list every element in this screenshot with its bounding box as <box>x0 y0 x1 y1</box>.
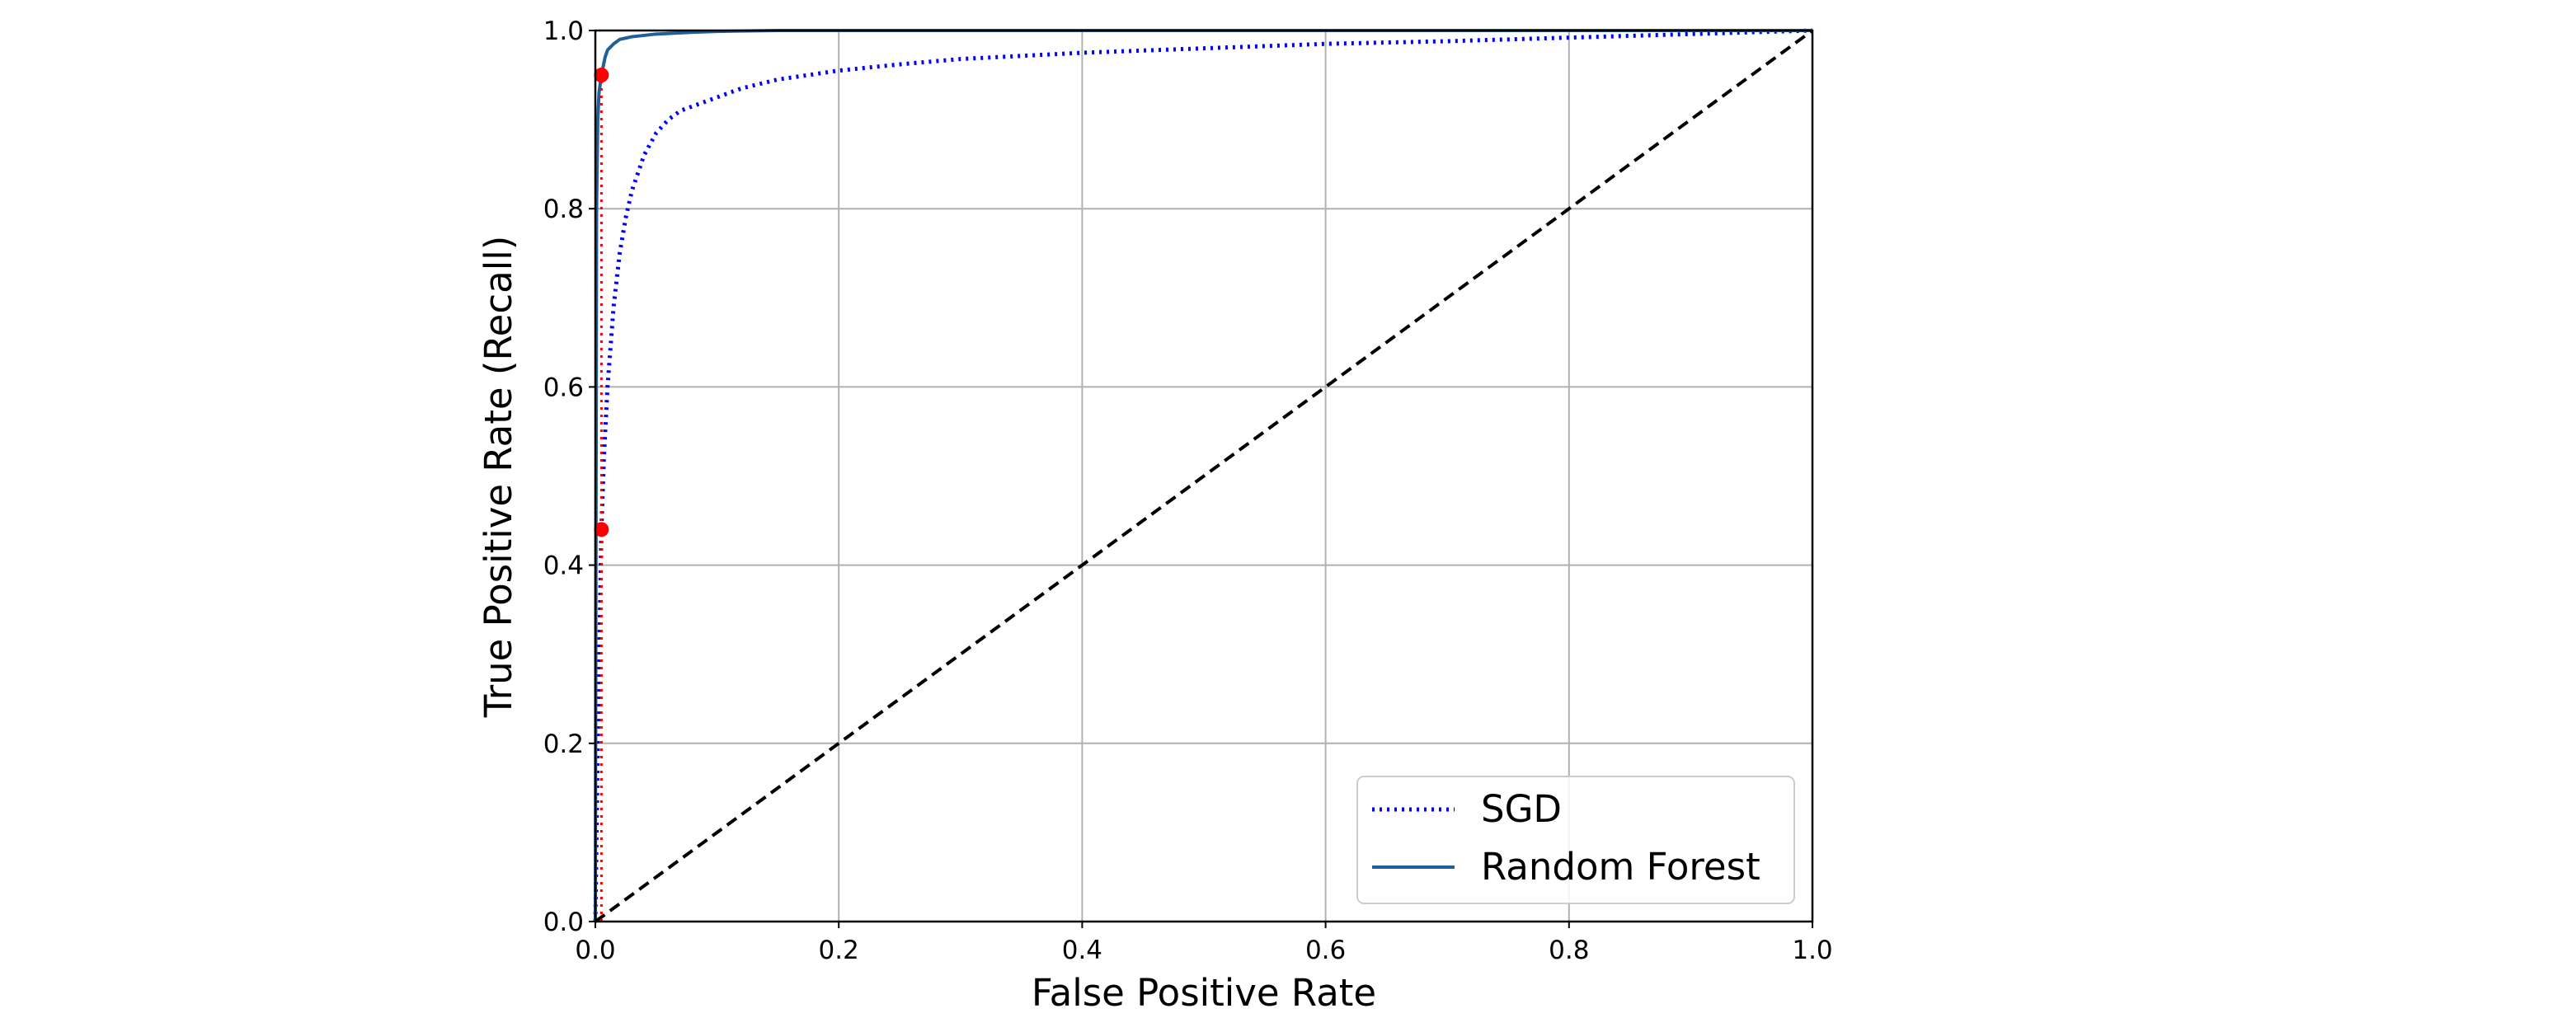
axis-ticks: 0.0 0.2 0.4 0.6 0.8 1.0 0.0 0.2 0.4 0.6 0.8 1.0 <box>543 16 1833 965</box>
x-tick-label: 0.4 <box>1062 936 1102 965</box>
legend: SGD Random Forest <box>1356 776 1795 904</box>
y-tick-label: 0.8 <box>543 195 584 224</box>
threshold-marker-point <box>594 522 609 537</box>
diagonal-reference-line <box>594 29 1814 923</box>
y-tick-label: 0.0 <box>543 908 584 937</box>
x-tick-label: 0.2 <box>819 936 859 965</box>
y-tick-label: 0.4 <box>543 551 584 581</box>
x-axis-label: False Positive Rate <box>1032 971 1376 1015</box>
y-axis-label: True Positive Rate (Recall) <box>477 236 520 719</box>
plot-frame <box>594 29 1814 923</box>
x-tick-label: 0.8 <box>1549 936 1589 965</box>
y-tick-label: 0.2 <box>543 729 584 759</box>
legend-label: Random Forest <box>1481 845 1760 889</box>
y-tick-label: 1.0 <box>543 16 584 46</box>
x-tick-label: 1.0 <box>1792 936 1832 965</box>
x-tick-label: 0.0 <box>575 936 615 965</box>
series-line-sgd <box>593 28 1813 922</box>
y-tick-label: 0.6 <box>543 373 584 402</box>
legend-box <box>1356 776 1795 904</box>
x-tick-label: 0.6 <box>1305 936 1346 965</box>
threshold-marker-point <box>594 68 609 83</box>
legend-label: SGD <box>1481 787 1562 831</box>
